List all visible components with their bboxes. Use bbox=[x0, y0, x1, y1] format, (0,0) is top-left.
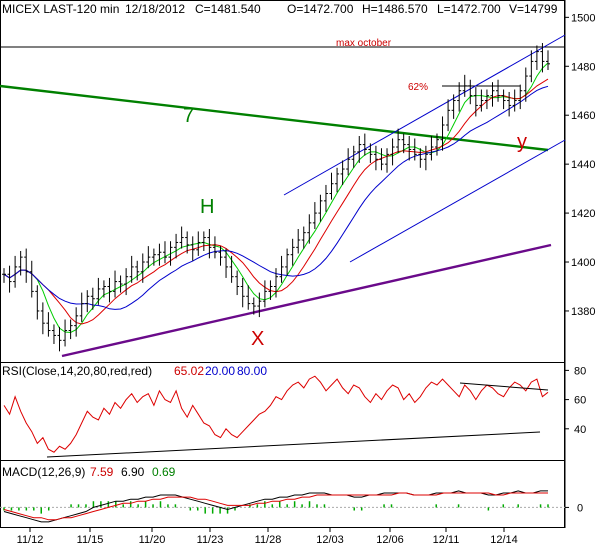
rsi-upper-trendline bbox=[459, 382, 549, 391]
date-tick-label: 12/11 bbox=[433, 534, 460, 546]
macd-panel-frame bbox=[0, 460, 565, 528]
price-tick-label: 1420 bbox=[571, 208, 595, 220]
header-date: 12/18/2012 bbox=[125, 2, 185, 16]
date-tick-label: 11/23 bbox=[197, 534, 224, 546]
date-tick-label: 12/14 bbox=[490, 534, 518, 546]
rsi-high: 80.00 bbox=[237, 364, 267, 378]
channel-lower bbox=[349, 139, 566, 263]
price-tick-label: 1380 bbox=[571, 306, 595, 318]
price-tick-label: 1400 bbox=[571, 257, 595, 269]
macd-hist: 0.69 bbox=[152, 465, 176, 479]
support-trendline-purple bbox=[61, 243, 552, 358]
label-x: X bbox=[251, 328, 264, 350]
header-close: C=1481.540 bbox=[195, 2, 261, 16]
macd-line bbox=[3, 490, 548, 523]
price-panel-frame bbox=[0, 0, 565, 363]
header-high: H=1486.570 bbox=[362, 2, 428, 16]
date-axis: 11/12 11/15 11/20 11/23 11/28 12/03 12/06 12/11… bbox=[17, 528, 518, 546]
price-tick-label: 1500 bbox=[571, 12, 595, 24]
macd-axis: 0 bbox=[0, 502, 583, 514]
signal-line bbox=[3, 492, 548, 521]
header-open: O=1472.700 bbox=[287, 2, 354, 16]
date-tick-label: 12/03 bbox=[316, 534, 344, 546]
rsi-line bbox=[3, 375, 549, 453]
rsi-low: 20.00 bbox=[205, 364, 235, 378]
date-tick-label: 11/20 bbox=[139, 534, 166, 546]
rsi-value: 65.02 bbox=[174, 364, 204, 378]
date-tick-label: 11/28 bbox=[255, 534, 282, 546]
rsi-tick-label: 40 bbox=[574, 424, 586, 436]
rsi-tick-label: 60 bbox=[574, 395, 586, 407]
rsi-series bbox=[3, 375, 549, 453]
label-y: y bbox=[517, 131, 527, 153]
price-axis: 1380 1400 1420 1440 1460 1480 1500 bbox=[565, 12, 595, 318]
label-7: 7 bbox=[183, 105, 194, 127]
rsi-axis: 40 60 80 bbox=[565, 365, 586, 436]
rsi-panel-frame bbox=[0, 362, 565, 461]
header-symbol: MICEX LAST-120 min bbox=[2, 2, 119, 16]
level-62-label: 62% bbox=[408, 82, 428, 93]
header-volume: V=14799 bbox=[509, 2, 558, 16]
date-tick-label: 11/12 bbox=[17, 534, 44, 546]
trendline-7 bbox=[0, 84, 549, 152]
macd-series bbox=[3, 490, 549, 523]
macd-signal: 6.90 bbox=[121, 465, 145, 479]
rsi-lower-trendline bbox=[46, 431, 541, 458]
channel-upper bbox=[283, 34, 566, 196]
header-low: L=1472.700 bbox=[437, 2, 501, 16]
max-october-label: max october bbox=[336, 38, 392, 49]
rsi-title: RSI(Close,14,20,80,red,red) bbox=[2, 364, 152, 378]
price-tick-label: 1440 bbox=[571, 159, 595, 171]
macd-value: 7.59 bbox=[90, 465, 114, 479]
price-bars bbox=[2, 43, 550, 352]
rsi-tick-label: 80 bbox=[574, 365, 586, 377]
macd-tick-label: 0 bbox=[577, 502, 583, 514]
price-tick-label: 1480 bbox=[571, 61, 595, 73]
price-tick-label: 1460 bbox=[571, 110, 595, 122]
label-h: H bbox=[200, 196, 214, 218]
date-tick-label: 11/15 bbox=[77, 534, 104, 546]
macd-title: MACD(12,26,9) bbox=[2, 465, 85, 479]
date-tick-label: 12/06 bbox=[376, 534, 404, 546]
